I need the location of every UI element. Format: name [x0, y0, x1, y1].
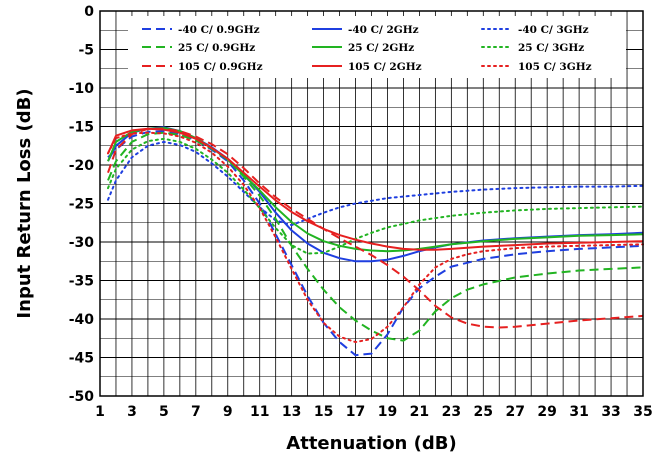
legend-label: 25 C/ 3GHz — [518, 42, 584, 54]
series-line — [107, 140, 644, 227]
y-tick-label: 0 — [84, 4, 94, 20]
x-tick-label: 31 — [569, 404, 588, 420]
series-line — [107, 127, 644, 251]
y-tick-label: -20 — [69, 158, 95, 174]
x-tick-label: 19 — [378, 404, 397, 420]
y-tick-label: -5 — [78, 43, 94, 59]
x-tick-label: 7 — [191, 404, 201, 420]
series-line — [107, 131, 644, 344]
x-tick-label: 29 — [537, 404, 556, 420]
plot-frame — [99, 10, 644, 397]
x-tick-label: 3 — [127, 404, 137, 420]
x-tick-label: 11 — [250, 404, 269, 420]
x-tick-label: 35 — [633, 404, 652, 420]
y-tick-label: -35 — [69, 274, 94, 290]
x-tick-label: 25 — [474, 404, 493, 420]
x-tick-label: 33 — [601, 404, 620, 420]
x-tick-label: 1 — [95, 404, 105, 420]
legend-label: 105 C/ 0.9GHz — [178, 61, 263, 73]
y-tick-label: -25 — [69, 197, 94, 213]
series-line — [107, 137, 644, 255]
legend-label: -40 C/ 0.9GHz — [178, 24, 260, 36]
legend-box — [128, 16, 626, 78]
y-tick-label: -50 — [69, 389, 95, 405]
y-tick-label: -10 — [69, 81, 95, 97]
x-tick-label: 27 — [505, 404, 524, 420]
x-tick-label: 21 — [410, 404, 429, 420]
y-tick-label: -40 — [69, 312, 95, 328]
y-axis-title: Input Return Loss (dB) — [14, 88, 35, 318]
y-tick-label: -15 — [69, 120, 94, 136]
x-tick-label: 15 — [314, 404, 333, 420]
legend-label: 105 C/ 3GHz — [518, 61, 592, 73]
legend-label: -40 C/ 2GHz — [348, 24, 419, 36]
tick-labels: 1 3 5 7 9 11 13 15 17 19 21 23 25 27 29 31 33 350-5-10-15… — [69, 4, 653, 420]
x-tick-label: 13 — [282, 404, 301, 420]
legend-label: 105 C/ 2GHz — [348, 61, 422, 73]
x-tick-label: 9 — [223, 404, 233, 420]
legend-label: 25 C/ 2GHz — [348, 42, 414, 54]
series-line — [107, 127, 644, 329]
legend: -40 C/ 0.9GHz -40 C/ 2GHz -40 C/ 3GHz 25 C/… — [128, 16, 626, 78]
series-layer — [107, 126, 644, 357]
x-tick-label: 5 — [159, 404, 169, 420]
y-tick-label: -45 — [69, 351, 94, 367]
y-tick-label: -30 — [69, 235, 95, 251]
x-tick-label: 17 — [346, 404, 365, 420]
series-line — [107, 131, 644, 342]
legend-label: -40 C/ 3GHz — [518, 24, 589, 36]
legend-label: 25 C/ 0.9GHz — [178, 42, 255, 54]
x-tick-label: 23 — [442, 404, 461, 420]
x-axis-title: Attenuation (dB) — [286, 433, 456, 454]
